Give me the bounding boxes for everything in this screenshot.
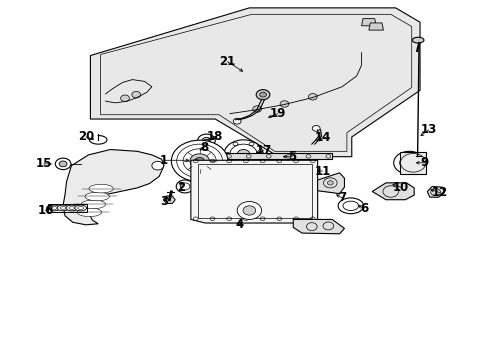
Polygon shape	[90, 8, 419, 157]
Circle shape	[256, 90, 269, 100]
Circle shape	[194, 157, 204, 165]
Ellipse shape	[85, 192, 109, 201]
Ellipse shape	[89, 184, 113, 193]
Text: 21: 21	[219, 55, 235, 68]
Text: 4: 4	[235, 218, 243, 231]
Circle shape	[233, 118, 241, 124]
Ellipse shape	[411, 37, 423, 43]
Circle shape	[224, 140, 263, 168]
Ellipse shape	[75, 205, 86, 211]
Circle shape	[252, 106, 261, 112]
Text: 5: 5	[287, 150, 296, 163]
Polygon shape	[371, 183, 413, 200]
Text: 1: 1	[160, 154, 168, 167]
Circle shape	[197, 134, 215, 147]
Text: 18: 18	[206, 130, 223, 143]
Text: 15: 15	[35, 157, 52, 170]
Text: 11: 11	[314, 165, 330, 177]
Circle shape	[152, 161, 163, 170]
Circle shape	[259, 92, 266, 97]
Circle shape	[59, 161, 67, 167]
Text: 14: 14	[314, 131, 330, 144]
Circle shape	[121, 95, 129, 102]
FancyBboxPatch shape	[224, 153, 331, 159]
Polygon shape	[427, 186, 444, 197]
Ellipse shape	[81, 200, 105, 209]
Circle shape	[393, 151, 424, 174]
Circle shape	[312, 126, 320, 131]
Text: 19: 19	[269, 107, 285, 120]
Polygon shape	[317, 173, 344, 194]
Circle shape	[176, 180, 193, 193]
Text: 16: 16	[37, 204, 54, 217]
Polygon shape	[293, 220, 344, 234]
Ellipse shape	[77, 208, 102, 217]
Text: 10: 10	[391, 181, 408, 194]
Circle shape	[132, 91, 141, 98]
Circle shape	[171, 140, 227, 182]
Circle shape	[202, 137, 210, 144]
Circle shape	[55, 158, 71, 170]
Text: 2: 2	[177, 181, 185, 194]
Circle shape	[237, 149, 249, 159]
Text: 8: 8	[200, 140, 208, 153]
Ellipse shape	[57, 205, 69, 211]
Text: 3: 3	[160, 195, 168, 208]
Ellipse shape	[48, 205, 60, 211]
Text: 13: 13	[420, 123, 436, 136]
Circle shape	[189, 147, 203, 157]
Text: 9: 9	[420, 156, 428, 169]
FancyBboxPatch shape	[399, 152, 426, 174]
Polygon shape	[361, 19, 375, 26]
Circle shape	[193, 149, 200, 154]
Circle shape	[189, 154, 209, 168]
Polygon shape	[368, 23, 383, 30]
Polygon shape	[190, 160, 317, 223]
Text: 17: 17	[255, 144, 272, 157]
Text: 6: 6	[359, 202, 367, 215]
Text: 7: 7	[337, 192, 346, 204]
Circle shape	[237, 202, 261, 220]
Ellipse shape	[203, 139, 209, 141]
Ellipse shape	[337, 198, 363, 214]
Circle shape	[243, 206, 255, 215]
Polygon shape	[163, 196, 175, 203]
Polygon shape	[63, 149, 163, 225]
Text: 20: 20	[78, 130, 94, 144]
Text: 12: 12	[430, 186, 447, 199]
Circle shape	[308, 94, 317, 100]
Circle shape	[327, 181, 332, 185]
Circle shape	[280, 101, 288, 107]
Circle shape	[400, 153, 425, 172]
Ellipse shape	[66, 205, 78, 211]
